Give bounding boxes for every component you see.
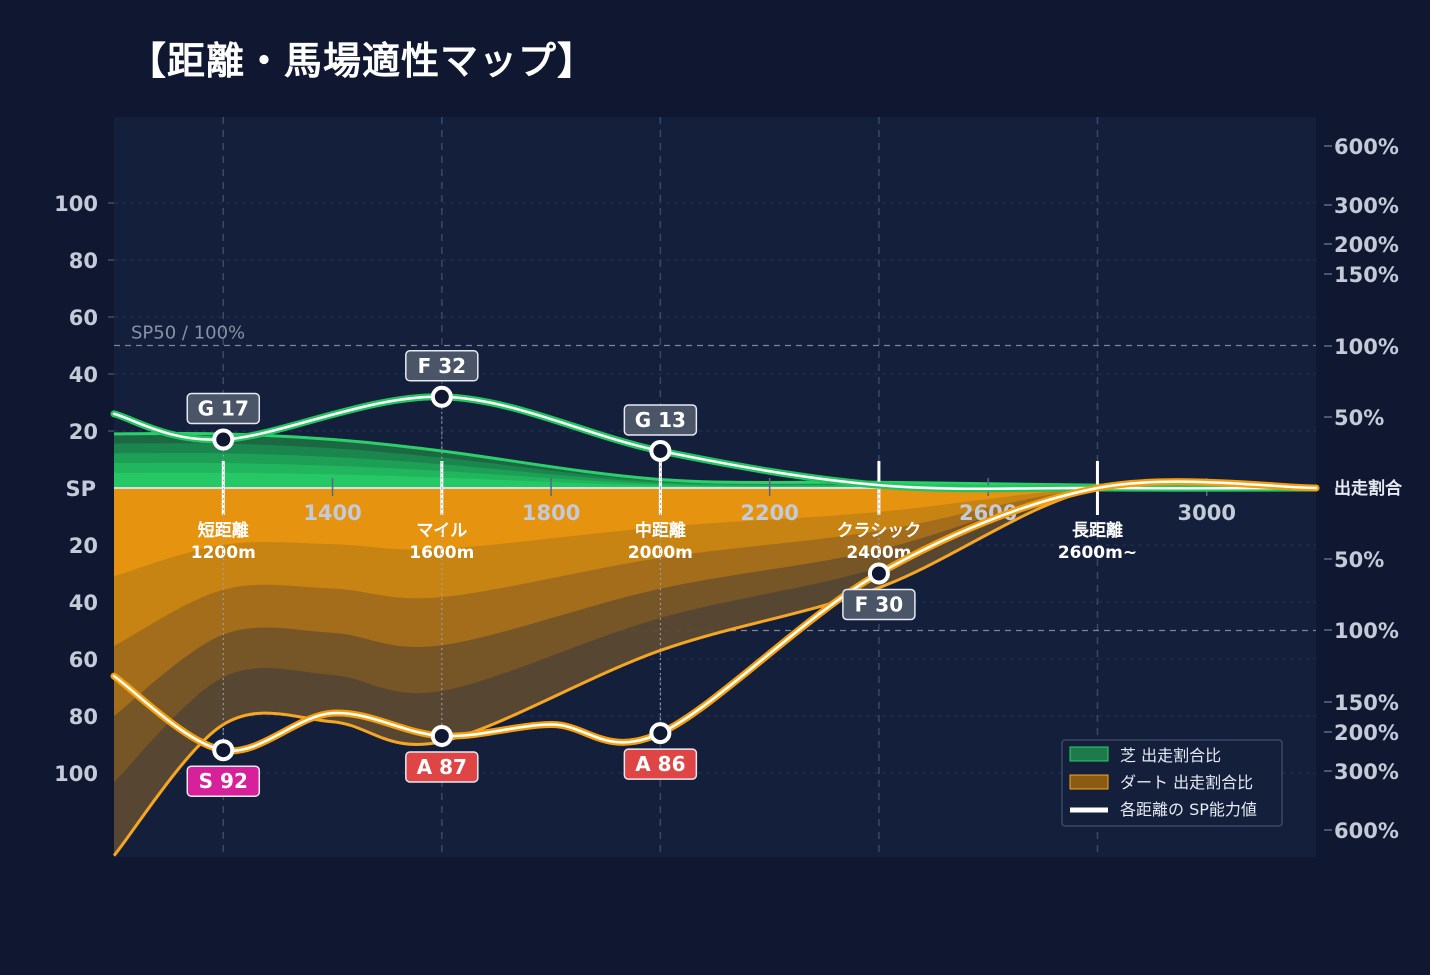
ratio-center-label: 出走割合 [1334,478,1403,499]
ratio-areas [112,431,1317,857]
category-distance: 2600m~ [1058,543,1137,563]
ratio-tick-upper: 150% [1334,263,1399,287]
sp-points: G 17 F 32 G 13 S 92 A 87 A 86 F 30 [186,350,916,797]
sp-tick-lower: 20 [69,534,98,558]
category-name: 長距離 [1072,520,1123,541]
category-name: 中距離 [635,520,686,541]
sp-tick-upper: 20 [69,420,98,444]
grade-badge-label: G 13 [635,408,686,432]
dirt-sp-point [212,739,235,762]
sp-tick-lower: 40 [69,591,98,615]
sp-tick-upper: 40 [69,363,98,387]
turf-sp-point [649,439,672,462]
dirt-sp-point [430,724,453,747]
reference-label-upper: SP50 / 100% [131,323,245,344]
sp-tick-upper: 60 [69,306,98,330]
sp-tick-upper: 80 [69,249,98,273]
ratio-tick-upper: 200% [1334,233,1399,257]
turf-sp-point [430,385,453,408]
sp-center-label: SP [65,477,96,501]
turf-ratio-band [114,472,1316,488]
grade-badge [405,751,479,783]
grade-badge-label: F 32 [418,354,466,378]
dirt-sp-curve [112,480,1318,753]
sp-tick-lower: 100 [54,762,98,786]
category-name: 短距離 [198,520,249,541]
dirt-ratio-band [114,486,1316,577]
grade-badge-label: F 30 [855,593,903,617]
x-tick-label: 2200 [740,501,798,525]
turf-sp-point [212,428,235,451]
ratio-tick-lower: 200% [1334,721,1399,745]
grade-badge [405,350,479,382]
ratio-tick-lower: 100% [1334,619,1399,643]
ratio-tick-upper: 50% [1334,406,1384,430]
grade-badge [186,765,261,797]
dirt-sp-point [867,562,890,585]
grade-badge-label: G 17 [198,397,249,421]
ratio-tick-lower: 50% [1334,548,1384,572]
sp-tick-lower: 60 [69,648,98,672]
ratio-tick-upper: 300% [1334,194,1399,218]
sp-tick-upper: 100 [54,192,98,216]
x-tick-label: 3000 [1178,501,1236,525]
grade-badge [842,588,916,621]
grade-badge-label: A 87 [417,755,467,779]
category-name: クラシック [837,521,922,541]
chart-title: 【距離・馬場適性マップ】 [128,39,597,83]
ratio-tick-upper: 600% [1334,135,1399,159]
x-tick-label: 1800 [522,501,580,525]
legend-label-dirt: ダート 出走割合比 [1120,773,1253,792]
legend-swatch-turf [1069,746,1109,762]
axes: 100 80 60 40 20 20 40 60 80 100 SP 出走割合 600% 300% 200%… [54,135,1403,843]
ratio-tick-lower: 150% [1334,691,1399,715]
legend-label-sp: 各距離の SP能力値 [1120,800,1257,819]
legend-label-turf: 芝 出走割合比 [1120,746,1221,765]
x-tick-label: 1400 [303,501,361,525]
grade-badge [186,392,261,425]
grade-badge-label: S 92 [199,769,248,793]
ratio-tick-lower: 600% [1334,819,1399,843]
legend-swatch-dirt [1069,774,1109,790]
sp-tick-lower: 80 [69,705,98,729]
category-name: マイル [416,521,467,541]
legend-box [1061,739,1283,827]
dirt-sp-point [649,722,672,745]
grade-badge-label: A 86 [635,752,685,776]
ratio-tick-lower: 300% [1334,760,1399,784]
grade-badge [623,404,698,436]
ratio-tick-upper: 100% [1334,335,1399,359]
grade-badge [623,748,698,780]
